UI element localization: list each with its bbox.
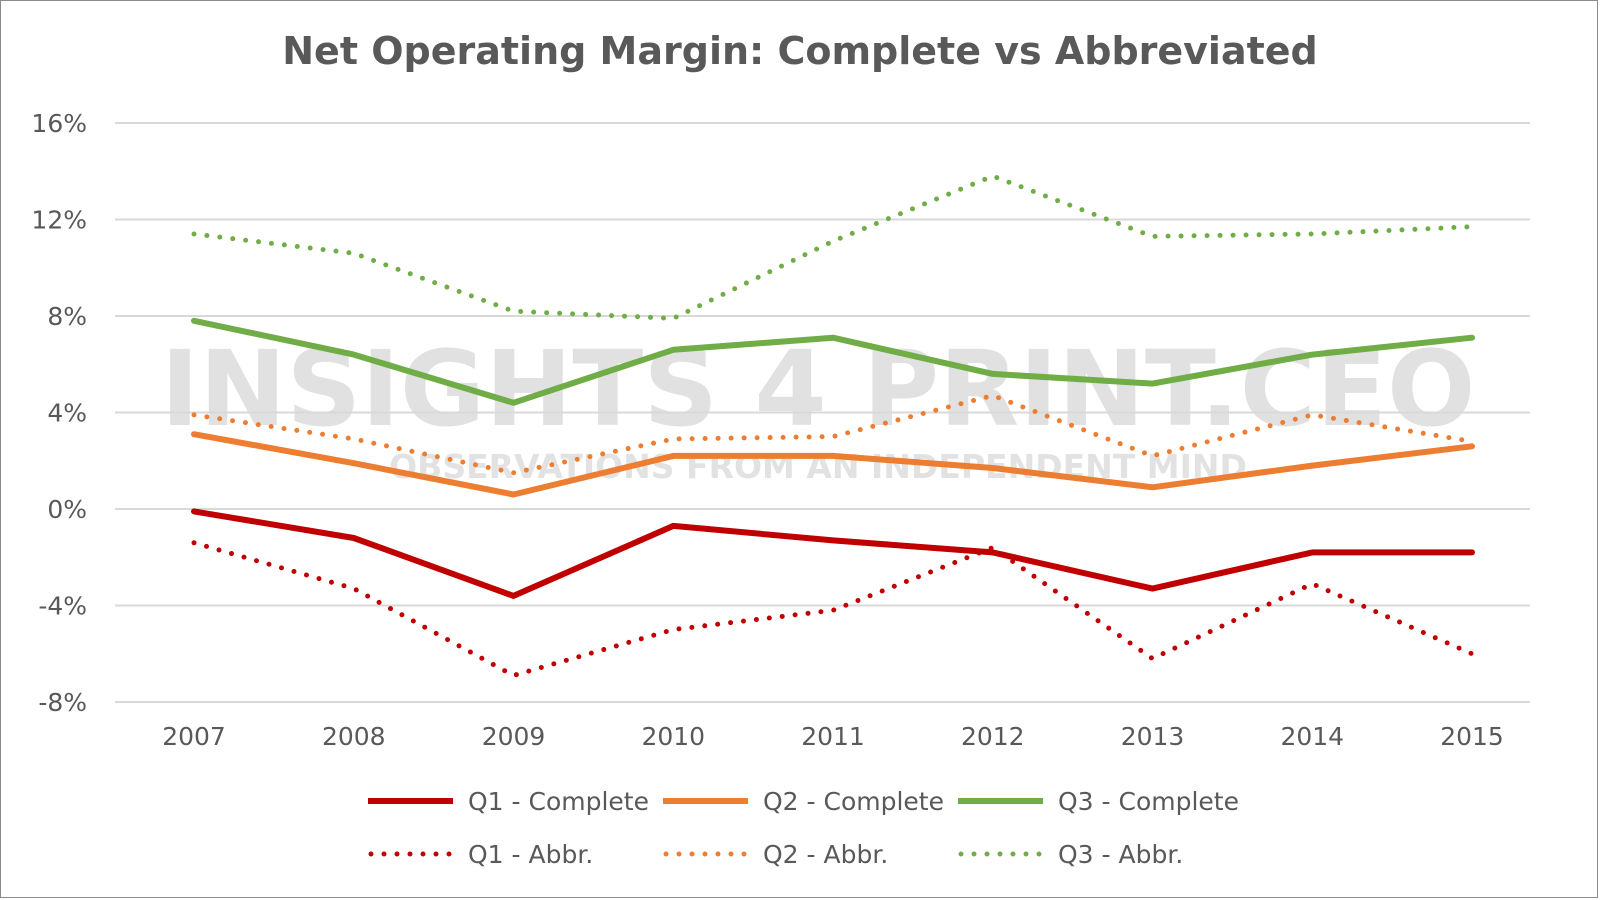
legend-label-q1-abbr: Q1 - Abbr. <box>468 840 593 869</box>
watermark-main: INSIGHTS 4 PRINT.CEO <box>161 328 1476 450</box>
series-line-q1-abbr <box>191 540 1475 678</box>
x-tick-label: 2012 <box>961 722 1025 751</box>
x-axis-ticks: 2007 2008 2009 2010 2011 2012 2013 2014 2015 <box>162 722 1504 751</box>
x-tick-label: 2013 <box>1121 722 1185 751</box>
y-tick-label: 8% <box>47 302 87 331</box>
y-tick-label: -8% <box>38 688 87 717</box>
y-tick-label: 16% <box>31 109 87 138</box>
x-tick-label: 2015 <box>1440 722 1504 751</box>
legend-label-q2-complete: Q2 - Complete <box>763 787 944 816</box>
legend-label-q1-complete: Q1 - Complete <box>468 787 649 816</box>
chart-title: Net Operating Margin: Complete vs Abbrev… <box>282 29 1317 73</box>
y-tick-label: 4% <box>47 399 87 428</box>
x-tick-label: 2014 <box>1280 722 1344 751</box>
gridlines <box>115 122 1530 703</box>
series-line-q2-abbr <box>191 393 1475 476</box>
x-tick-label: 2009 <box>482 722 546 751</box>
y-tick-label: 12% <box>31 206 87 235</box>
legend-label-q3-abbr: Q3 - Abbr. <box>1058 840 1183 869</box>
x-tick-label: 2011 <box>801 722 865 751</box>
x-tick-label: 2008 <box>322 722 386 751</box>
series-line-q3-complete <box>191 317 1475 406</box>
series-lines <box>191 173 1475 678</box>
y-tick-label: 0% <box>47 495 87 524</box>
y-axis-ticks: 16% 12% 8% 4% 0% -4% -8% <box>31 109 87 717</box>
y-tick-label: -4% <box>38 592 87 621</box>
series-line-q1-complete <box>191 508 1475 599</box>
legend-label-q2-abbr: Q2 - Abbr. <box>763 840 888 869</box>
x-tick-label: 2007 <box>162 722 226 751</box>
legend: Q1 - Complete Q2 - Complete Q3 - Complete Q… <box>368 787 1239 869</box>
legend-label-q3-complete: Q3 - Complete <box>1058 787 1239 816</box>
x-tick-label: 2010 <box>641 722 705 751</box>
series-line-q2-complete <box>191 431 1475 498</box>
series-line-q3-abbr <box>191 173 1475 321</box>
